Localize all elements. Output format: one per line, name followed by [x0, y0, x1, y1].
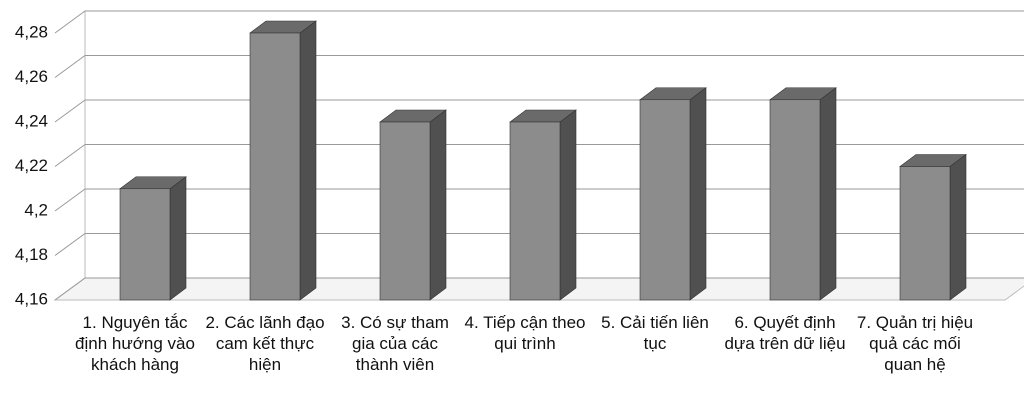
y-tick-label: 4,28: [15, 22, 48, 41]
y-tick-label: 4,16: [15, 289, 48, 308]
bar-side: [689, 87, 707, 301]
grid-line: [54, 233, 86, 256]
y-tick-label: 4,24: [15, 111, 48, 130]
grid-line: [54, 277, 86, 301]
x-tick-label: 4. Tiếp cận theo qui trình: [464, 313, 586, 353]
x-tick-label: 7. Quản trị hiệu quả các mối quan hệ: [856, 313, 974, 374]
y-tick-label: 4,18: [15, 245, 48, 264]
y-tick-label: 4,26: [15, 67, 48, 86]
x-tick-label: 1. Nguyên tắc định hướng vào khách hàng: [75, 313, 195, 374]
bar: [769, 99, 821, 301]
grid-line: [54, 10, 86, 34]
x-tick-label: 2. Các lãnh đạo cam kết thực hiện: [205, 313, 325, 374]
bar: [509, 121, 561, 301]
x-tick-label: 5. Cải tiến liên tục: [601, 313, 709, 353]
bar: [899, 166, 951, 301]
bar: [249, 32, 301, 301]
bar-side: [429, 109, 447, 301]
y-tick-label: 4,22: [15, 156, 48, 175]
bar-side: [819, 87, 837, 301]
grid-line: [54, 99, 86, 123]
bar: [379, 121, 431, 301]
bar-side: [559, 109, 577, 301]
y-tick-label: 4,2: [24, 200, 48, 219]
x-tick-label: 6. Quyết định dựa trên dữ liệu: [724, 313, 846, 353]
grid-line: [54, 188, 86, 212]
x-tick-label: 3. Có sự tham gia của các thành viên: [341, 313, 449, 374]
bar-side: [169, 176, 187, 301]
bar: [119, 188, 171, 301]
grid-line: [54, 55, 86, 78]
bar-side: [949, 153, 967, 301]
bar-side: [299, 20, 317, 301]
bar: [639, 99, 691, 301]
grid-line: [54, 144, 86, 167]
